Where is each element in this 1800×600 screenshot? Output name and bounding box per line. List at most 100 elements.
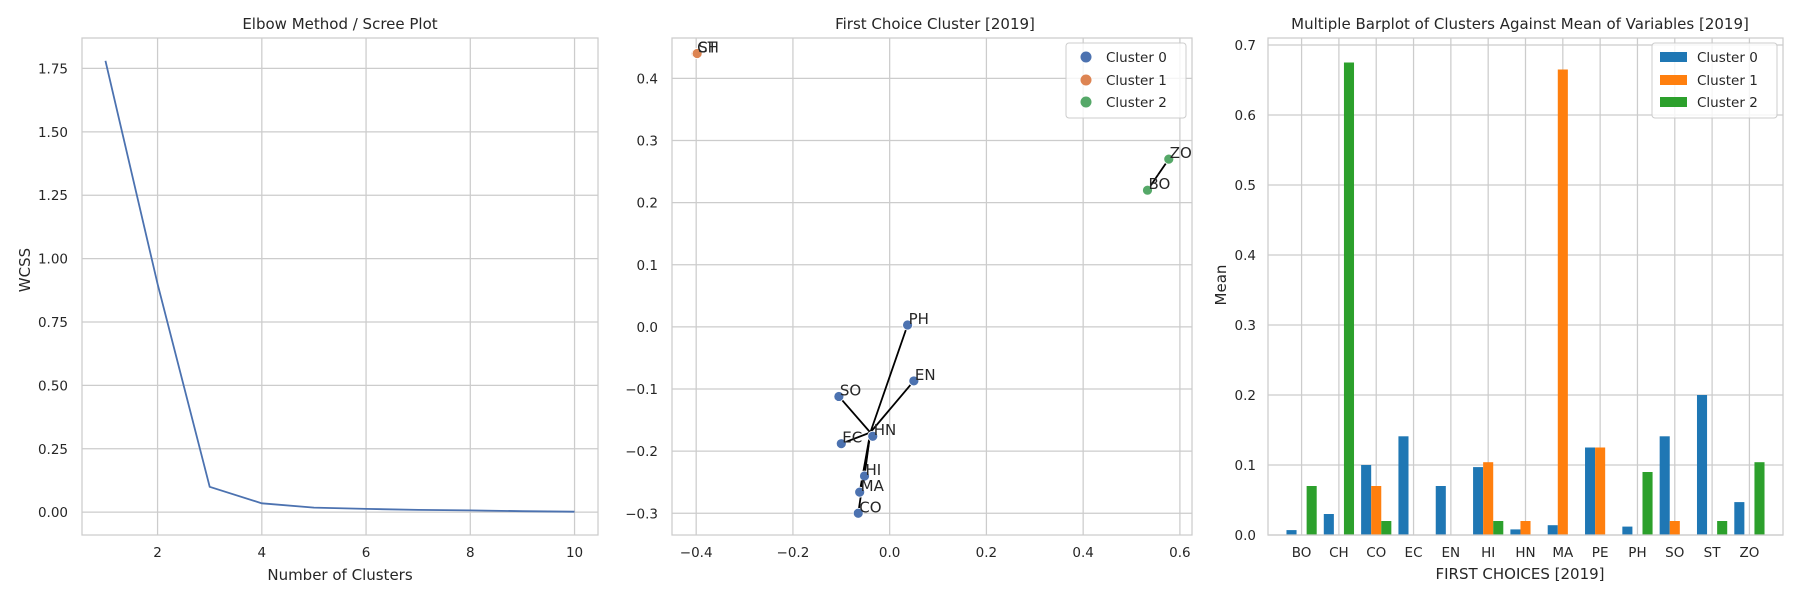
elbow-x-tick-label: 8 xyxy=(466,545,475,561)
barplot-bar xyxy=(1547,525,1558,535)
scatter-legend-marker-2 xyxy=(1080,96,1092,108)
barplot-title: Multiple Barplot of Clusters Against Mea… xyxy=(1291,15,1749,33)
scatter-y-tick-label: 0.2 xyxy=(637,196,658,212)
barplot-xlabel: FIRST CHOICES [2019] xyxy=(1435,565,1604,583)
barplot-x-tick-label: EN xyxy=(1442,545,1461,561)
elbow-y-tick-label: 0.50 xyxy=(38,378,68,394)
barplot-x-tick-label: HI xyxy=(1481,545,1495,561)
scatter-point xyxy=(833,391,845,402)
barplot-x-tick-label: SO xyxy=(1665,545,1684,561)
scatter-point-label: CO xyxy=(859,498,881,516)
barplot-bar xyxy=(1381,521,1392,535)
scatter-plot-points xyxy=(690,48,1175,519)
scatter-legend-label-2: Cluster 2 xyxy=(1106,95,1167,111)
elbow-x-tick-label: 4 xyxy=(258,545,267,561)
barplot-bar xyxy=(1622,526,1633,535)
scatter-y-tick-label: −0.1 xyxy=(625,382,658,398)
scatter-centroid-line xyxy=(838,395,872,434)
scatter-legend-marker-1 xyxy=(1080,74,1092,86)
barplot-bar xyxy=(1669,521,1680,535)
barplot-bar xyxy=(1371,486,1382,535)
elbow-wcss-line xyxy=(104,60,575,513)
barplot-bar xyxy=(1473,467,1484,535)
scatter-y-tick-label: −0.3 xyxy=(625,506,658,522)
scatter-legend-label-1: Cluster 1 xyxy=(1106,73,1167,89)
elbow-x-tick-label: 10 xyxy=(566,545,583,561)
barplot-x-tick-label: PE xyxy=(1592,545,1609,561)
barplot-bar xyxy=(1510,529,1521,535)
barplot-frame xyxy=(1267,37,1784,536)
barplot-x-tick-label: CO xyxy=(1366,545,1386,561)
cluster-scatter-panel: First Choice Cluster [2019] PH EN SO EC HN HI… xyxy=(625,15,1193,561)
barplot-bar xyxy=(1398,436,1409,535)
scatter-point-label: PH xyxy=(909,310,929,328)
scatter-legend-box xyxy=(1065,42,1187,119)
elbow-plot-grid xyxy=(82,38,598,535)
barplot-ticks: BO CH CO EC EN HI HN MA PE PH SO ST ZO 0.0 0.1 0.2 0.3 0.… xyxy=(1235,38,1760,561)
elbow-y-tick-label: 1.75 xyxy=(38,61,68,77)
scatter-centroid-line xyxy=(869,380,915,434)
barplot-bar xyxy=(1323,514,1334,535)
barplot-legend-label-0: Cluster 0 xyxy=(1697,50,1758,66)
elbow-y-tick-label: 1.00 xyxy=(38,252,68,268)
scatter-point xyxy=(908,375,920,387)
barplot-x-tick-label: MA xyxy=(1552,545,1574,561)
elbow-plot-title: Elbow Method / Scree Plot xyxy=(242,15,437,33)
scatter-legend-label-0: Cluster 0 xyxy=(1106,50,1167,66)
barplot-x-tick-label: ST xyxy=(1704,545,1722,561)
elbow-y-tick-label: 0.00 xyxy=(38,505,68,521)
barplot-bar xyxy=(1585,447,1596,535)
barplot-bar xyxy=(1642,472,1653,535)
scatter-point-label: MA xyxy=(861,477,885,495)
scatter-point xyxy=(854,486,866,498)
elbow-plot-ticks: 2 4 6 8 10 0.00 0.25 0.50 0.75 1.00 1.25 1.50 1.75 xyxy=(38,61,583,561)
scatter-plot-frame xyxy=(671,37,1193,536)
elbow-plot-panel: Elbow Method / Scree Plot Number of Clus… xyxy=(16,15,599,584)
scatter-point-label: BO xyxy=(1148,175,1170,193)
barplot-y-tick-label: 0.5 xyxy=(1235,178,1256,194)
barplot-legend-swatch-1 xyxy=(1660,75,1687,85)
elbow-x-tick-label: 2 xyxy=(153,545,162,561)
barplot-legend-swatch-2 xyxy=(1660,97,1687,107)
scatter-point-label: EN xyxy=(915,366,936,384)
barplot-x-tick-label: BO xyxy=(1292,545,1312,561)
barplot-x-tick-label: EC xyxy=(1405,545,1423,561)
scatter-point xyxy=(1163,153,1175,165)
barplot-bar xyxy=(1557,69,1568,535)
barplot-ylabel: Mean xyxy=(1212,265,1230,306)
scatter-point xyxy=(691,48,703,59)
scatter-legend-marker-0 xyxy=(1080,51,1092,63)
barplot-bar xyxy=(1595,447,1606,535)
scatter-y-tick-label: 0.1 xyxy=(637,258,658,274)
scatter-point-label: EC xyxy=(842,429,862,447)
barplot-x-tick-label: HN xyxy=(1515,545,1535,561)
elbow-plot-ylabel: WCSS xyxy=(16,248,34,292)
scatter-point xyxy=(852,507,864,519)
scatter-y-tick-label: −0.2 xyxy=(625,444,658,460)
barplot-y-tick-label: 0.7 xyxy=(1235,38,1256,54)
scatter-point-label: HI xyxy=(866,461,882,479)
barplot-bar xyxy=(1343,62,1355,535)
barplot-legend-label-2: Cluster 2 xyxy=(1697,95,1758,111)
scatter-point xyxy=(835,438,847,450)
barplot-x-tick-label: PH xyxy=(1628,545,1646,561)
scatter-x-tick-label: 0.2 xyxy=(976,545,997,561)
scatter-plot-grid xyxy=(672,38,1192,535)
scatter-plot-ticks: −0.4 −0.2 0.0 0.2 0.4 0.6 −0.3 −0.2 −0.1 0.0 0.1 0.… xyxy=(625,71,1190,561)
elbow-plot-xlabel: Number of Clusters xyxy=(267,566,412,584)
elbow-y-tick-label: 0.25 xyxy=(38,442,68,458)
scatter-point xyxy=(902,319,913,331)
scatter-point-label: SO xyxy=(840,381,861,399)
scatter-plot-legend: Cluster 0 Cluster 1 Cluster 2 xyxy=(1065,42,1187,119)
scatter-x-tick-label: −0.4 xyxy=(680,545,713,561)
barplot-y-tick-label: 0.4 xyxy=(1235,248,1256,264)
barplot-bar xyxy=(1734,502,1745,535)
elbow-y-tick-label: 0.75 xyxy=(38,315,68,331)
barplot-legend-label-1: Cluster 1 xyxy=(1697,73,1758,89)
barplot-bar xyxy=(1361,465,1372,535)
scatter-x-tick-label: 0.4 xyxy=(1072,545,1093,561)
scatter-y-tick-label: 0.4 xyxy=(637,71,658,87)
